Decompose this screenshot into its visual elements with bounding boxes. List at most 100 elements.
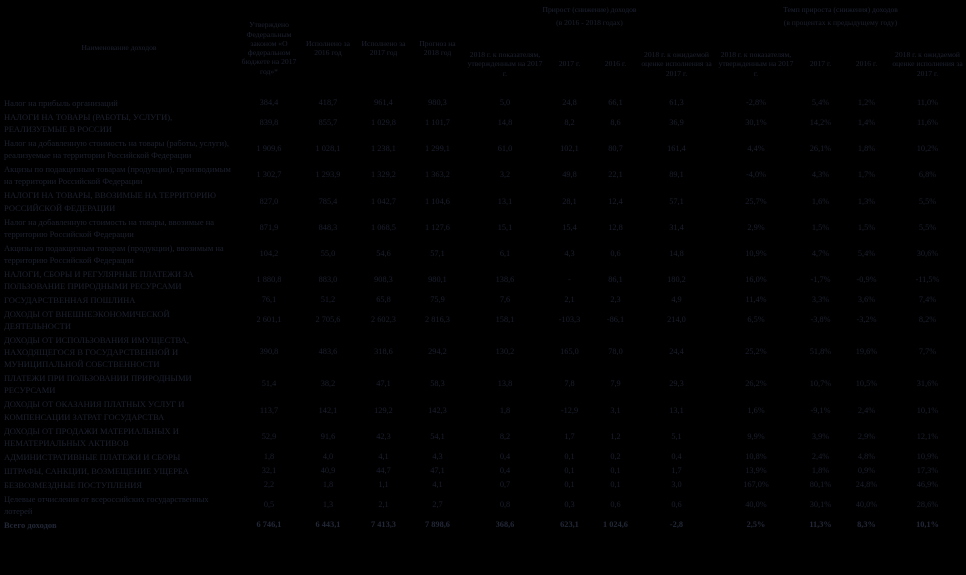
row-label: АДМИНИСТРАТИВНЫЕ ПЛАТЕЖИ И СБОРЫ bbox=[4, 451, 181, 462]
cell-value: 1 909,6 bbox=[256, 144, 282, 154]
cell-value: 14,2% bbox=[809, 118, 832, 128]
cell-value: 31,4 bbox=[669, 222, 684, 232]
header-approved-2017: Утверждено Федеральным законом «О федера… bbox=[241, 20, 297, 76]
cell-value: 10,1% bbox=[916, 520, 939, 530]
revenue-table: Наименование доходов Утверждено Федераль… bbox=[0, 5, 966, 530]
cell-value: 130,2 bbox=[495, 347, 515, 357]
cell-value: 165,0 bbox=[560, 347, 579, 357]
cell-value: 883,0 bbox=[318, 274, 338, 284]
cell-value: 3,0 bbox=[671, 479, 682, 489]
cell-value: 1,4% bbox=[857, 118, 876, 128]
cell-value: 158,1 bbox=[495, 315, 515, 325]
cell-value: 1,8 bbox=[322, 479, 334, 489]
cell-value: 2 602,3 bbox=[371, 315, 396, 325]
cell-value: -0,9% bbox=[856, 274, 877, 284]
header-executed-2016: Исполнено за 2016 год bbox=[306, 38, 350, 57]
table-row: Акцизы по подакцизным товарам (продукции… bbox=[0, 241, 966, 267]
table-row: Целевые отчисления от всероссийских госу… bbox=[0, 492, 966, 518]
cell-value: 80,1% bbox=[809, 479, 832, 489]
cell-value: 58,3 bbox=[430, 379, 445, 389]
cell-value: 5,0 bbox=[499, 98, 511, 108]
cell-value: 214,0 bbox=[667, 315, 686, 325]
cell-value: 54,1 bbox=[430, 431, 445, 441]
cell-value: 0,4 bbox=[671, 451, 682, 461]
cell-value: 1,8 bbox=[263, 451, 275, 461]
cell-value: 318,6 bbox=[374, 347, 393, 357]
table-row: ДОХОДЫ ОТ ОКАЗАНИЯ ПЛАТНЫХ УСЛУГ И КОМПЕ… bbox=[0, 397, 966, 423]
cell-value: 1 029,8 bbox=[371, 118, 396, 128]
row-label: Акцизы по подакцизным товарам (продукции… bbox=[4, 242, 224, 265]
cell-value: 961,4 bbox=[374, 98, 393, 108]
cell-value: 38,2 bbox=[320, 379, 336, 389]
table-row: ШТРАФЫ, САНКЦИИ, ВОЗМЕЩЕНИЕ УЩЕРБА 32,1 40… bbox=[0, 464, 966, 478]
cell-value: 7,4% bbox=[918, 295, 937, 305]
cell-value: 9,9% bbox=[747, 431, 765, 441]
cell-value: 1,5% bbox=[811, 222, 830, 232]
cell-value: 483,6 bbox=[318, 347, 338, 357]
cell-value: 46,9% bbox=[916, 479, 939, 489]
cell-value: 8,2% bbox=[918, 315, 937, 325]
row-label: ШТРАФЫ, САНКЦИИ, ВОЗМЕЩЕНИЕ УЩЕРБА bbox=[4, 465, 189, 476]
header-name-column: Наименование доходов bbox=[81, 43, 157, 53]
cell-value: 3,1 bbox=[610, 405, 621, 415]
cell-value: 26,2% bbox=[745, 379, 767, 389]
cell-value: 31,6% bbox=[916, 379, 939, 389]
cell-value: 2,9% bbox=[857, 431, 876, 441]
cell-value: 12,1% bbox=[916, 431, 939, 441]
cell-value: 0,5 bbox=[263, 500, 275, 510]
cell-value: 44,7 bbox=[376, 465, 391, 475]
cell-value: 855,7 bbox=[318, 118, 338, 128]
cell-value: 1 329,2 bbox=[371, 170, 396, 180]
cell-value: 6,8% bbox=[918, 170, 937, 180]
cell-value: 11,6% bbox=[916, 118, 939, 128]
table-row: ГОСУДАРСТВЕННАЯ ПОШЛИНА 76,1 51,2 65,8 75,9 7… bbox=[0, 293, 966, 307]
cell-value: 86,1 bbox=[608, 274, 623, 284]
cell-value: 7,8 bbox=[564, 379, 575, 389]
row-label: НАЛОГИ НА ТОВАРЫ, ВВОЗИМЫЕ НА ТЕРРИТОРИЮ… bbox=[4, 190, 217, 213]
row-label: НАЛОГИ, СБОРЫ И РЕГУЛЯРНЫЕ ПЛАТЕЖИ ЗА ПО… bbox=[4, 268, 194, 291]
cell-value: 1,3 bbox=[322, 500, 334, 510]
cell-value: 13,1 bbox=[497, 196, 513, 206]
cell-value: 1 028,1 bbox=[315, 144, 341, 154]
cell-value: 0,1 bbox=[564, 479, 575, 489]
cell-value: 180,2 bbox=[667, 274, 686, 284]
subheader-growth-2017: 2017 г. bbox=[558, 59, 581, 69]
cell-value: 980,3 bbox=[428, 98, 447, 108]
row-label: Всего доходов bbox=[4, 520, 57, 530]
cell-value: 848,3 bbox=[318, 222, 338, 232]
cell-value: 29,3 bbox=[669, 379, 684, 389]
cell-value: -11,5% bbox=[915, 274, 940, 284]
cell-value: -86,1 bbox=[606, 315, 625, 325]
cell-value: 1 042,7 bbox=[371, 196, 396, 206]
cell-value: 25,7% bbox=[745, 196, 767, 206]
cell-value: 14,8 bbox=[669, 248, 684, 258]
cell-value: 26,1% bbox=[809, 144, 832, 154]
table-row: Акцизы по подакцизным товарам (продукции… bbox=[0, 162, 966, 188]
cell-value: 104,2 bbox=[259, 248, 279, 258]
subheader-rate-vs-expected: 2018 г. к ожидаемой оценке исполнения за… bbox=[892, 50, 963, 78]
cell-value: 51,4 bbox=[261, 379, 277, 389]
cell-value: 0,6 bbox=[610, 248, 621, 258]
cell-value: 4,1 bbox=[378, 451, 389, 461]
cell-value: 418,7 bbox=[318, 98, 338, 108]
row-label: БЕЗВОЗМЕЗДНЫЕ ПОСТУПЛЕНИЯ bbox=[4, 479, 143, 490]
cell-value: 5,4% bbox=[857, 248, 876, 258]
cell-value: 0,6 bbox=[671, 500, 682, 510]
cell-value: 1,7 bbox=[671, 465, 682, 475]
cell-value: 0,4 bbox=[499, 451, 511, 461]
cell-value: 2,3 bbox=[610, 295, 621, 305]
row-label: Целевые отчисления от всероссийских госу… bbox=[4, 493, 209, 516]
cell-value: 10,5% bbox=[855, 379, 878, 389]
cell-value: 2,1 bbox=[564, 295, 575, 305]
cell-value: 40,0% bbox=[855, 500, 878, 510]
cell-value: 36,9 bbox=[669, 118, 684, 128]
cell-value: 0,1 bbox=[564, 451, 575, 461]
cell-value: 57,1 bbox=[430, 248, 445, 258]
row-label: ПЛАТЕЖИ ПРИ ПОЛЬЗОВАНИИ ПРИРОДНЫМИ РЕСУР… bbox=[4, 373, 192, 396]
cell-value: 30,1% bbox=[745, 118, 767, 128]
cell-value: 2,9% bbox=[747, 222, 765, 232]
subheader-growth-2016: 2016 г. bbox=[604, 59, 627, 69]
cell-value: 7 413,3 bbox=[371, 520, 396, 530]
cell-value: 5,5% bbox=[918, 196, 937, 206]
